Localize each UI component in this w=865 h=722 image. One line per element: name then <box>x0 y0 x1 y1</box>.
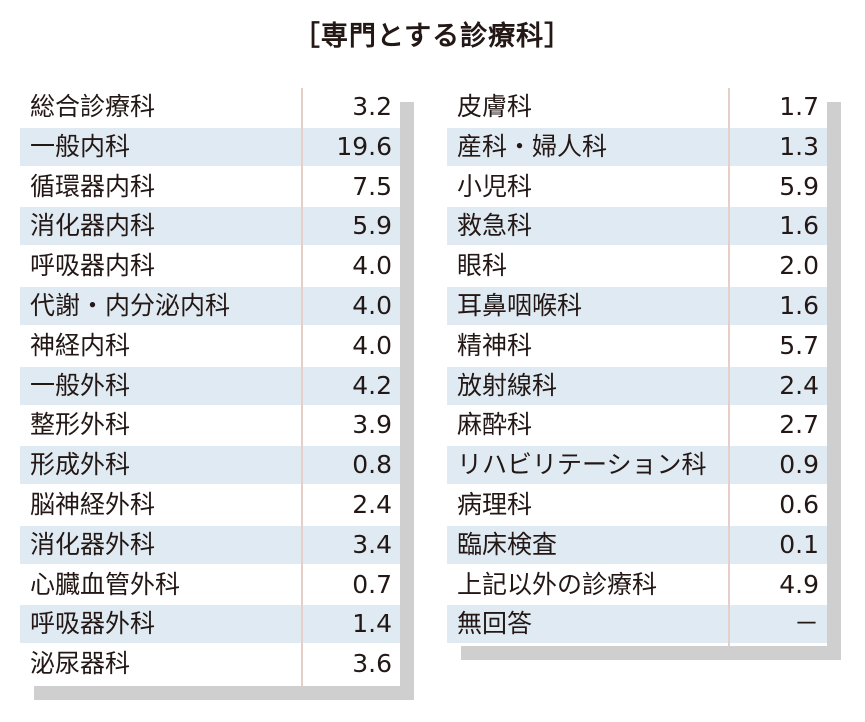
department-name: 産科・婦人科 <box>457 131 608 161</box>
table-row: 病理科 0.6 <box>447 486 827 524</box>
percentage-value: 5.7 <box>779 330 819 360</box>
department-name: 救急科 <box>457 211 533 241</box>
table-row: 一般内科 19.6 <box>20 127 400 166</box>
department-name: 整形外科 <box>30 410 131 440</box>
table-row: 呼吸器内科 4.0 <box>20 247 400 285</box>
table-row: 代謝・内分泌内科 4.0 <box>20 287 400 325</box>
table-row: 心臓血管外科 0.7 <box>20 566 400 604</box>
department-name: 脳神経外科 <box>30 490 156 519</box>
table-row: 消化器内科 5.9 <box>20 207 400 246</box>
department-name: 上記以外の診療科 <box>457 569 658 599</box>
department-name: 泌尿器科 <box>30 649 131 679</box>
table-row: 精神科 5.7 <box>447 327 827 365</box>
table-row: 呼吸器外科 1.4 <box>20 605 400 644</box>
percentage-value: 4.9 <box>779 569 819 599</box>
percentage-value: 4.0 <box>352 330 392 360</box>
table-row: 無回答 － <box>447 605 827 644</box>
page-title: ［専門とする診療科］ <box>292 21 573 52</box>
department-name: 心臓血管外科 <box>30 569 181 599</box>
percentage-value: 0.9 <box>779 450 819 480</box>
percentage-value: 4.0 <box>352 291 392 320</box>
percentage-value: 5.9 <box>352 211 392 241</box>
department-name: 精神科 <box>457 330 533 360</box>
percentage-value: 0.8 <box>352 450 392 480</box>
table-row: 総合診療科 3.2 <box>20 88 400 126</box>
table-row: 小児科 5.9 <box>447 168 827 206</box>
department-name: 一般外科 <box>30 370 131 400</box>
percentage-value: 2.4 <box>779 370 819 400</box>
percentage-value: 19.6 <box>336 131 392 161</box>
department-name: 放射線科 <box>457 370 558 400</box>
right-table: 無回答 － 上記以外の診療科 4.9 臨床検査 0.1 病理科 0.6 リハビリテーション科 0.… <box>447 88 827 646</box>
department-name: 神経内科 <box>30 330 131 360</box>
table-row: 消化器外科 3.4 <box>20 525 400 564</box>
percentage-value: 4.2 <box>352 370 392 400</box>
table-row: 形成外科 0.8 <box>20 446 400 485</box>
department-name: 呼吸器内科 <box>30 251 156 281</box>
percentage-value: 2.0 <box>779 251 819 281</box>
department-name: 麻酔科 <box>457 410 533 440</box>
percentage-value: 0.1 <box>779 529 819 559</box>
table-row: 一般外科 4.2 <box>20 366 400 405</box>
percentage-value: 1.6 <box>779 291 819 320</box>
table-row: 放射線科 2.4 <box>447 366 827 405</box>
percentage-value: 3.4 <box>352 529 392 559</box>
percentage-value: － <box>793 609 819 639</box>
department-name: 形成外科 <box>30 450 131 480</box>
department-name: 眼科 <box>457 251 508 281</box>
table-row: 整形外科 3.9 <box>20 406 400 444</box>
table-row: 脳神経外科 2.4 <box>20 486 400 524</box>
percentage-value: 0.7 <box>352 569 392 599</box>
department-name: 小児科 <box>457 171 533 201</box>
department-name: 病理科 <box>457 490 533 519</box>
percentage-value: 2.4 <box>352 490 392 519</box>
percentage-value: 2.7 <box>779 410 819 440</box>
percentage-value: 1.3 <box>779 131 819 161</box>
table-row: 臨床検査 0.1 <box>447 525 827 564</box>
percentage-value: 1.6 <box>779 211 819 241</box>
right-table-divider <box>728 88 730 646</box>
table-row: 救急科 1.6 <box>447 207 827 246</box>
percentage-value: 3.2 <box>352 92 392 121</box>
department-name: リハビリテーション科 <box>457 450 707 480</box>
department-name: 皮膚科 <box>457 92 533 121</box>
left-table-divider <box>301 88 303 686</box>
percentage-value: 1.7 <box>779 92 819 121</box>
department-name: 消化器内科 <box>30 211 156 241</box>
department-name: 総合診療科 <box>30 92 156 121</box>
table-row: 麻酔科 2.7 <box>447 406 827 444</box>
table-row: 神経内科 4.0 <box>20 327 400 365</box>
percentage-value: 0.6 <box>779 490 819 519</box>
percentage-value: 1.4 <box>352 609 392 639</box>
table-row: 眼科 2.0 <box>447 247 827 285</box>
percentage-value: 3.6 <box>352 649 392 679</box>
table-row: 泌尿器科 3.6 <box>20 645 400 683</box>
percentage-value: 3.9 <box>352 410 392 440</box>
percentage-value: 4.0 <box>352 251 392 281</box>
department-name: 呼吸器外科 <box>30 609 156 639</box>
table-row: 循環器内科 7.5 <box>20 168 400 206</box>
department-name: 消化器外科 <box>30 529 156 559</box>
left-table: 泌尿器科 3.6 呼吸器外科 1.4 心臓血管外科 0.7 消化器外科 3.4 脳神経外科 2.4… <box>20 88 400 686</box>
department-name: 一般内科 <box>30 131 131 161</box>
table-row: 皮膚科 1.7 <box>447 88 827 126</box>
department-name: 耳鼻咽喉科 <box>457 291 583 320</box>
percentage-value: 7.5 <box>352 171 392 201</box>
table-row: 産科・婦人科 1.3 <box>447 127 827 166</box>
table-row: 耳鼻咽喉科 1.6 <box>447 287 827 325</box>
table-row: 上記以外の診療科 4.9 <box>447 566 827 604</box>
department-name: 臨床検査 <box>457 529 558 559</box>
department-name: 無回答 <box>457 609 533 639</box>
department-name: 代謝・内分泌内科 <box>30 291 231 320</box>
table-row: リハビリテーション科 0.9 <box>447 446 827 485</box>
percentage-value: 5.9 <box>779 171 819 201</box>
department-name: 循環器内科 <box>30 171 156 201</box>
